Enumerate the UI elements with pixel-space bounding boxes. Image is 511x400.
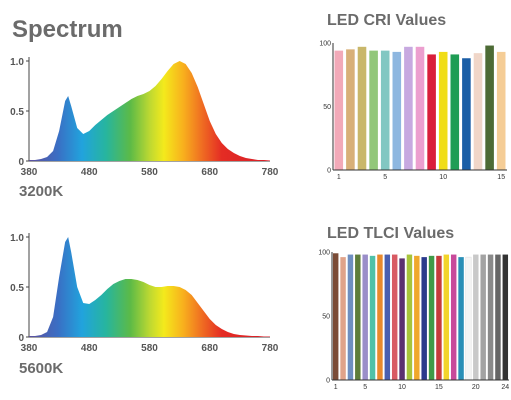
bar (473, 254, 479, 380)
bar (465, 256, 472, 381)
x-tick-label: 680 (201, 167, 218, 178)
bar (462, 58, 471, 170)
bar (357, 46, 367, 171)
bar (421, 257, 427, 380)
spectrum-chart-3200k: 0 0.5 1.0 380 480 580 680 780 3200K (10, 57, 279, 200)
bar (458, 257, 464, 380)
x-tick-label: 580 (141, 343, 158, 354)
x-tick-label: 780 (262, 343, 279, 354)
page-title: Spectrum (12, 16, 123, 43)
x-tick-label: 24 (501, 384, 509, 391)
bar (347, 254, 354, 380)
spectrum-area (29, 237, 270, 337)
x-tick-label: 5 (363, 384, 367, 391)
y-tick-label: 0 (326, 378, 330, 385)
bar (427, 54, 436, 170)
bar (391, 254, 398, 380)
y-tick-label: 1.0 (10, 57, 24, 68)
bar (380, 50, 390, 171)
bar (450, 254, 457, 380)
bar (377, 254, 383, 380)
x-tick-label: 10 (398, 384, 406, 391)
bar (496, 51, 506, 170)
x-tick-label: 15 (497, 174, 505, 181)
cct-label: 5600K (19, 360, 63, 377)
chart-title: LED CRI Values (327, 12, 446, 29)
bar (415, 46, 425, 171)
bar (428, 255, 435, 380)
bar (404, 46, 413, 171)
bar (443, 254, 450, 380)
bar (369, 255, 376, 380)
chart-title: LED TLCI Values (327, 225, 454, 242)
x-tick-label: 780 (262, 167, 279, 178)
y-tick-label: 0 (18, 157, 24, 168)
bar (392, 51, 402, 170)
bar (438, 51, 448, 170)
y-tick-label: 0.5 (10, 107, 24, 118)
y-tick-label: 0.5 (10, 283, 24, 294)
x-tick-label: 680 (201, 343, 218, 354)
bar (487, 254, 494, 380)
x-tick-label: 480 (81, 167, 98, 178)
bar (480, 254, 486, 380)
bar (436, 255, 442, 380)
y-tick-label: 100 (319, 41, 331, 48)
bar (399, 258, 405, 380)
bar (485, 45, 494, 170)
bar (450, 54, 460, 170)
bar (346, 49, 355, 170)
y-tick-label: 0 (327, 168, 331, 175)
bar (414, 255, 420, 380)
x-tick-label: 380 (21, 167, 38, 178)
bar (495, 254, 501, 380)
y-tick-label: 0 (18, 333, 24, 344)
x-tick-label: 20 (472, 384, 480, 391)
bar (334, 50, 344, 171)
x-tick-label: 580 (141, 167, 158, 178)
bar (362, 254, 368, 380)
bar (355, 254, 361, 380)
x-tick-label: 10 (439, 174, 447, 181)
x-tick-label: 480 (81, 343, 98, 354)
x-tick-label: 5 (383, 174, 387, 181)
spectrum-chart-5600k: 0 0.5 1.0 380 480 580 680 780 5600K (10, 233, 279, 377)
bar (502, 254, 509, 380)
x-tick-label: 1 (337, 174, 341, 181)
bar (369, 50, 378, 171)
spectrum-area (29, 61, 270, 161)
bar (340, 257, 346, 380)
bar (406, 254, 413, 380)
x-tick-label: 380 (21, 343, 38, 354)
bar (384, 254, 391, 380)
y-tick-label: 50 (322, 314, 330, 321)
x-tick-label: 15 (435, 384, 443, 391)
x-tick-label: 1 (334, 384, 338, 391)
y-tick-label: 50 (323, 104, 331, 111)
y-tick-label: 100 (318, 250, 330, 257)
bar (332, 253, 339, 380)
cct-label: 3200K (19, 183, 63, 200)
y-tick-label: 1.0 (10, 233, 24, 244)
bar (473, 53, 483, 170)
